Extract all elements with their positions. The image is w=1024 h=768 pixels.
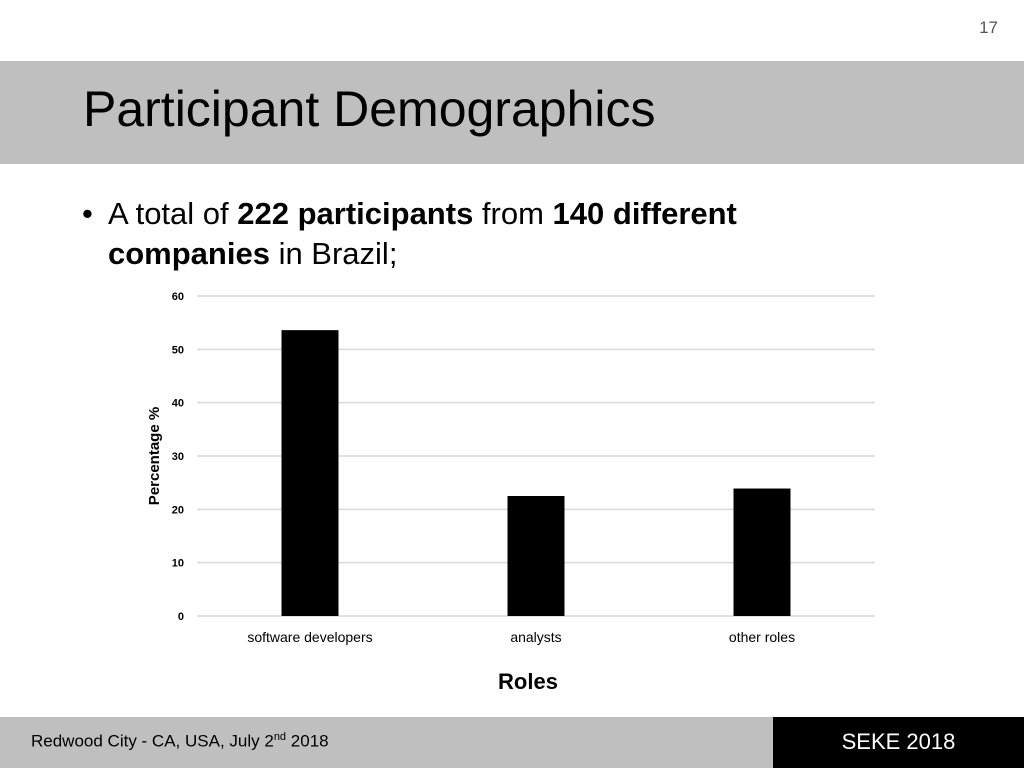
- y-tick-label: 20: [172, 504, 184, 516]
- bullet-text-part: 140 different companies: [108, 196, 737, 271]
- footer-location-year: 2018: [286, 731, 329, 751]
- title-band: [0, 61, 1024, 164]
- x-tick-label: analysts: [510, 629, 561, 645]
- bullet-text: A total of 222 participants from 140 dif…: [108, 194, 878, 274]
- bullet-text-part: in Brazil;: [269, 236, 398, 271]
- y-tick-label: 10: [172, 558, 184, 570]
- x-tick-label: other roles: [729, 629, 795, 645]
- x-tick-label: software developers: [247, 629, 372, 645]
- footer-conference: SEKE 2018: [841, 729, 956, 754]
- bullet-text-part: 222 participants: [237, 196, 474, 231]
- bar: [281, 330, 339, 616]
- footer-location-text: Redwood City - CA, USA, July 2: [31, 731, 274, 751]
- y-tick-label: 60: [172, 291, 184, 303]
- footer-location: Redwood City - CA, USA, July 2nd 2018: [31, 731, 329, 752]
- bullet-marker: •: [82, 196, 93, 231]
- bar: [507, 496, 565, 616]
- bullet-text-part: A total of: [108, 196, 238, 231]
- y-tick-label: 50: [172, 344, 184, 356]
- page-number: 17: [979, 18, 998, 37]
- slide-title: Participant Demographics: [83, 81, 656, 137]
- bullet-text-part: from: [473, 196, 553, 231]
- bar: [733, 488, 791, 616]
- y-tick-label: 30: [172, 451, 184, 463]
- footer-conference-band: [773, 717, 1024, 768]
- footer-location-ordinal: nd: [273, 731, 287, 743]
- x-axis-title: Roles: [498, 669, 558, 694]
- y-tick-label: 0: [178, 611, 184, 623]
- y-tick-label: 40: [172, 398, 184, 410]
- y-axis-title: Percentage %: [146, 407, 163, 505]
- footer-location-band: [0, 717, 773, 768]
